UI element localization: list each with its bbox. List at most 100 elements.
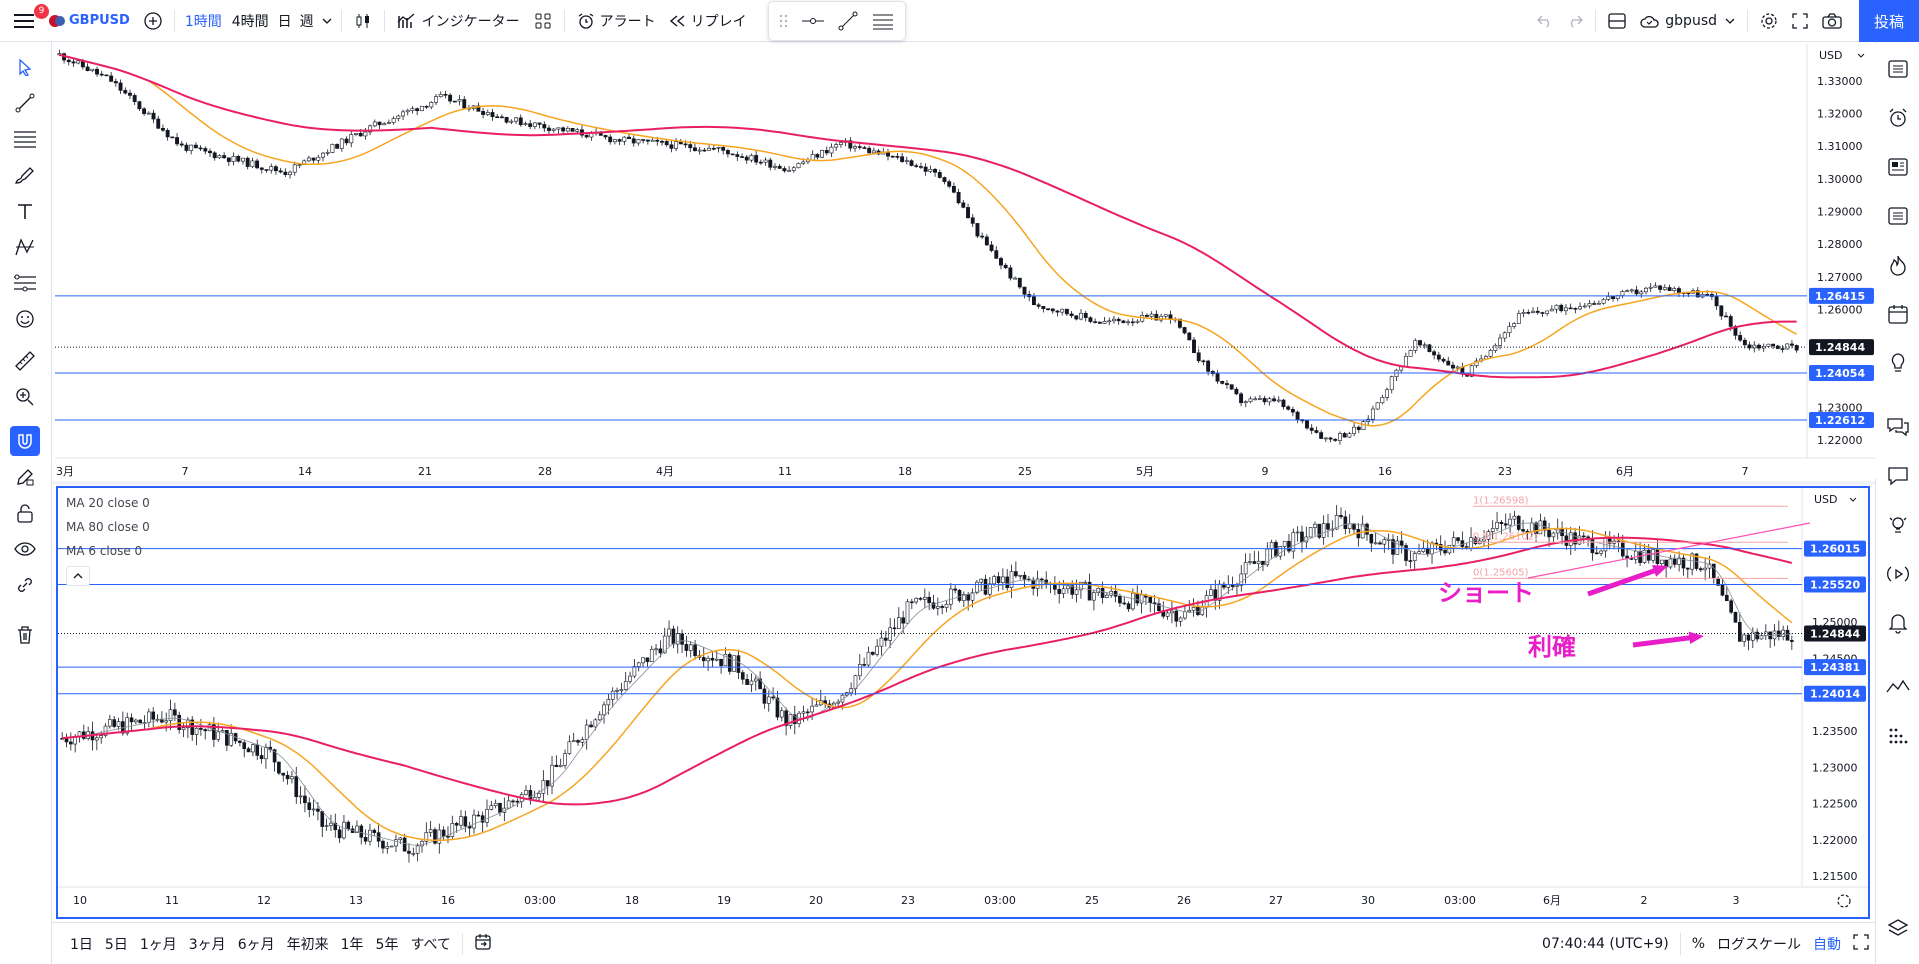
prediction-tool[interactable] — [10, 268, 40, 298]
range-ytd[interactable]: 年初来 — [286, 936, 329, 953]
line-tool[interactable] — [10, 88, 40, 118]
interval-4h[interactable]: 4時間 — [231, 13, 269, 30]
news-button[interactable] — [1883, 152, 1913, 182]
auto-scale-toggle[interactable]: 自動 — [1813, 936, 1841, 953]
range-1y[interactable]: 1年 — [340, 936, 364, 953]
chart-tools-button[interactable] — [1883, 672, 1913, 702]
bottom-chart-pane[interactable]: USD 1.25000 1.24500 1.23500 1.23000 1.22500 1.… — [56, 486, 1870, 919]
sync-drawings-tool[interactable] — [10, 570, 40, 600]
brush-tool[interactable] — [10, 160, 40, 190]
range-1m[interactable]: 1ヶ月 — [139, 936, 177, 953]
pane-divider[interactable] — [52, 481, 1875, 485]
candle — [1057, 589, 1062, 594]
range-3m[interactable]: 3ヶ月 — [188, 936, 226, 953]
top-chart-pane[interactable]: USD 1.33000 1.32000 1.31000 1.30000 1.29000 1.… — [55, 44, 1876, 478]
collapse-legend-button[interactable] — [66, 566, 90, 586]
candle — [716, 147, 721, 149]
save-layout-button[interactable]: gbpusd — [1633, 5, 1742, 37]
top-price-chart[interactable]: USD 1.33000 1.32000 1.31000 1.30000 1.29000 1.… — [55, 44, 1876, 478]
pattern-tool[interactable] — [10, 232, 40, 262]
hotlist-button[interactable] — [1883, 250, 1913, 280]
publish-button[interactable]: 投稿 — [1859, 0, 1919, 42]
goto-date-button[interactable] — [468, 933, 498, 955]
range-all[interactable]: すべて — [410, 936, 451, 953]
clock[interactable]: 07:40:44 (UTC+9) — [1542, 935, 1669, 952]
text-tool[interactable] — [10, 196, 40, 226]
data-window-button[interactable] — [1883, 201, 1913, 231]
log-scale-toggle[interactable]: ログスケール — [1717, 936, 1801, 953]
candle — [980, 235, 985, 238]
chart-type-button[interactable] — [347, 5, 379, 37]
candle — [382, 123, 387, 126]
menu-button[interactable] — [0, 5, 42, 37]
fullscreen-button[interactable] — [1785, 5, 1815, 37]
stay-in-drawing-tool[interactable] — [10, 462, 40, 492]
drawing-toolbar — [0, 42, 52, 964]
hide-drawings-tool[interactable] — [10, 534, 40, 564]
undo-button[interactable] — [1530, 5, 1560, 37]
candle — [1347, 433, 1352, 438]
cursor-tool[interactable] — [10, 52, 40, 82]
legend-ma20[interactable]: MA 20 close 0 — [66, 496, 150, 510]
interval-dropdown[interactable] — [318, 5, 336, 37]
bottom-price-chart[interactable]: USD1.250001.245001.235001.230001.225001.… — [58, 488, 1868, 917]
interval-day[interactable]: 日 — [277, 13, 292, 30]
candle — [76, 60, 81, 64]
zoom-in-icon — [16, 388, 34, 406]
broadcast-button[interactable] — [1883, 559, 1913, 589]
alert-button[interactable]: アラート — [570, 5, 663, 37]
maximize-pane-button[interactable] — [1847, 933, 1875, 954]
remove-drawings-tool[interactable] — [10, 620, 40, 650]
chats-button[interactable] — [1883, 412, 1913, 442]
range-1d[interactable]: 1日 — [70, 936, 93, 953]
templates-button[interactable] — [527, 5, 559, 37]
horizontal-ray-tool[interactable] — [795, 5, 831, 37]
candle — [1170, 610, 1174, 614]
candle — [1352, 426, 1357, 434]
watchlist-button[interactable] — [1883, 54, 1913, 84]
candle — [186, 719, 190, 729]
candle — [99, 73, 104, 76]
replay-button[interactable]: リプレイ — [663, 5, 754, 37]
candle — [1060, 308, 1065, 313]
candle — [571, 740, 576, 743]
ideas-button[interactable] — [1883, 348, 1913, 378]
notifications-button[interactable] — [1883, 608, 1913, 638]
ruler-tool[interactable] — [10, 346, 40, 376]
alerts-button[interactable] — [1883, 103, 1913, 133]
range-5y[interactable]: 5年 — [375, 936, 399, 953]
streams-button[interactable] — [1883, 510, 1913, 540]
price-level-tag — [1809, 287, 1874, 304]
candle — [238, 740, 242, 743]
indicators-button[interactable]: インジケーター — [390, 5, 527, 37]
parallel-channel-tool[interactable] — [865, 5, 901, 37]
object-tree-button[interactable] — [1883, 914, 1913, 944]
range-5d[interactable]: 5日 — [104, 936, 128, 953]
snapshot-button[interactable] — [1815, 5, 1849, 37]
trend-line-tool[interactable] — [831, 5, 865, 37]
messages-button[interactable] — [1883, 461, 1913, 491]
dom-button[interactable] — [1883, 721, 1913, 751]
fib-tool[interactable] — [10, 124, 40, 154]
percent-toggle[interactable]: % — [1691, 935, 1705, 952]
lock-drawings-tool[interactable] — [10, 498, 40, 528]
interval-1h[interactable]: 1時間 — [184, 13, 222, 30]
drag-handle-icon[interactable] — [779, 13, 789, 29]
magnet-tool[interactable] — [10, 426, 40, 456]
symbol-search-button[interactable]: GBPUSD — [42, 5, 137, 37]
candle — [1573, 532, 1577, 545]
zoom-tool[interactable] — [10, 382, 40, 412]
calendar-button[interactable] — [1883, 299, 1913, 329]
layout-button[interactable] — [1601, 5, 1633, 37]
redo-button[interactable] — [1560, 5, 1590, 37]
interval-week[interactable]: 週 — [299, 13, 314, 30]
candle — [1395, 540, 1400, 555]
compare-symbol-button[interactable] — [137, 5, 169, 37]
range-6m[interactable]: 6ヶ月 — [237, 936, 275, 953]
legend-ma80[interactable]: MA 80 close 0 — [66, 520, 150, 534]
legend-ma6[interactable]: MA 6 close 0 — [66, 544, 143, 558]
candle — [961, 202, 966, 208]
icon-tool[interactable] — [10, 304, 40, 334]
settings-button[interactable] — [1753, 5, 1785, 37]
candle — [979, 578, 984, 583]
